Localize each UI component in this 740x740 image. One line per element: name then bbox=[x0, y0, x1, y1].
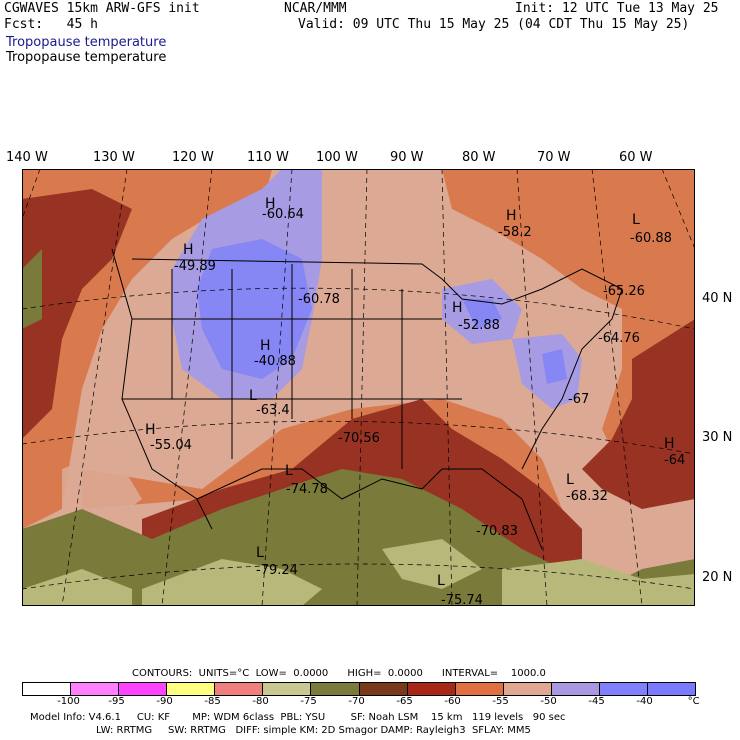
field-brownred-east bbox=[582, 319, 695, 509]
political-boundaries bbox=[111, 248, 623, 550]
legend-tick-label: -80 bbox=[252, 696, 269, 707]
longitude-label: 130 W bbox=[93, 150, 135, 165]
legend-tick-label: -85 bbox=[204, 696, 221, 707]
extremum-value: -74.78 bbox=[286, 482, 328, 497]
graticule bbox=[22, 169, 695, 606]
high-marker: H bbox=[452, 300, 463, 316]
latitude-label: 30 N bbox=[702, 430, 733, 445]
low-marker: L bbox=[437, 573, 445, 589]
longitude-label: 110 W bbox=[247, 150, 289, 165]
legend-swatch bbox=[215, 683, 264, 695]
legend-tick-label: -50 bbox=[540, 696, 557, 707]
extremum-value: -52.88 bbox=[458, 318, 500, 333]
high-marker: H bbox=[183, 242, 194, 258]
org-label: NCAR/MMM bbox=[284, 1, 347, 16]
forecast-hour: Fcst: 45 h bbox=[4, 17, 98, 32]
legend-swatch bbox=[167, 683, 216, 695]
legend-tick-label: °C bbox=[687, 696, 700, 707]
color-legend-bar bbox=[22, 682, 696, 696]
field-khaki-3 bbox=[502, 559, 695, 606]
legend-swatch bbox=[359, 683, 408, 695]
low-marker: L bbox=[632, 212, 640, 228]
legend-swatch bbox=[551, 683, 600, 695]
field-khaki-1 bbox=[142, 559, 322, 606]
extremum-value: -70.83 bbox=[476, 524, 518, 539]
high-marker: H bbox=[506, 208, 517, 224]
model-info-line: Model Info: V4.6.1 CU: KF MP: WDM 6class… bbox=[30, 712, 566, 723]
high-marker: H bbox=[145, 422, 156, 438]
model-title: CGWAVES 15km ARW-GFS init bbox=[4, 1, 200, 16]
extremum-value: -60.78 bbox=[298, 292, 340, 307]
extremum-value: -75.74 bbox=[441, 593, 483, 608]
legend-swatch bbox=[119, 683, 168, 695]
field-olive-west bbox=[22, 249, 42, 329]
init-time: Init: 12 UTC Tue 13 May 25 bbox=[515, 1, 719, 16]
extremum-value: -55.04 bbox=[150, 438, 192, 453]
field-orange-northeast bbox=[442, 169, 695, 469]
longitude-label: 100 W bbox=[316, 150, 358, 165]
extremum-value: -60.64 bbox=[262, 207, 304, 222]
extremum-value: -64 bbox=[664, 453, 686, 468]
extremum-value: -67 bbox=[568, 392, 590, 407]
legend-tick-label: -60 bbox=[444, 696, 461, 707]
low-marker: L bbox=[566, 472, 574, 488]
longitude-label: 120 W bbox=[172, 150, 214, 165]
legend-tick-label: -65 bbox=[396, 696, 413, 707]
legend-tick-label: -40 bbox=[636, 696, 653, 707]
extremum-value: -60.88 bbox=[630, 231, 672, 246]
contours-info: CONTOURS: UNITS=°C LOW= 0.0000 HIGH= 0.0… bbox=[132, 668, 546, 679]
legend-tick-label: -95 bbox=[108, 696, 125, 707]
high-marker: H bbox=[260, 338, 271, 354]
model-physics-line: LW: RRTMG SW: RRTMG DIFF: simple KM: 2D … bbox=[96, 725, 531, 736]
field-title: Tropopause temperature bbox=[6, 50, 167, 65]
legend-tick-label: -55 bbox=[492, 696, 509, 707]
legend-swatch bbox=[503, 683, 552, 695]
legend-tick-label: -75 bbox=[300, 696, 317, 707]
extremum-value: -68.32 bbox=[566, 489, 608, 504]
low-marker: L bbox=[256, 545, 264, 561]
legend-swatch bbox=[23, 683, 72, 695]
extremum-value: -58.2 bbox=[498, 225, 532, 240]
valid-time: Valid: 09 UTC Thu 15 May 25 (04 CDT Thu … bbox=[298, 17, 690, 32]
extremum-value: -63.4 bbox=[256, 403, 290, 418]
extremum-value: -40.88 bbox=[254, 354, 296, 369]
legend-tick-label: -70 bbox=[348, 696, 365, 707]
low-marker: L bbox=[285, 463, 293, 479]
field-brownred-gulf bbox=[142, 399, 582, 589]
legend-swatch bbox=[455, 683, 504, 695]
legend-swatch bbox=[311, 683, 360, 695]
legend-tick-label: -90 bbox=[156, 696, 173, 707]
high-marker: H bbox=[664, 436, 675, 452]
latitude-label: 40 N bbox=[702, 291, 733, 306]
longitude-label: 80 W bbox=[462, 150, 496, 165]
legend-swatch bbox=[407, 683, 456, 695]
longitude-label: 60 W bbox=[619, 150, 653, 165]
legend-swatch bbox=[599, 683, 649, 695]
field-periwinkle-2 bbox=[462, 299, 502, 329]
legend-tick-label: -100 bbox=[57, 696, 80, 707]
field-title-colored: Tropopause temperature bbox=[6, 35, 167, 50]
field-brownred-west bbox=[22, 189, 132, 439]
low-marker: L bbox=[249, 388, 257, 404]
extremum-value: -79.24 bbox=[256, 563, 298, 578]
legend-swatch bbox=[648, 683, 696, 695]
longitude-label: 90 W bbox=[390, 150, 424, 165]
tropopause-temperature-map bbox=[22, 169, 695, 606]
longitude-label: 70 W bbox=[537, 150, 571, 165]
high-marker: H bbox=[265, 196, 276, 212]
longitude-label: 140 W bbox=[6, 150, 48, 165]
latitude-label: 20 N bbox=[702, 570, 733, 585]
extremum-value: -64.76 bbox=[598, 331, 640, 346]
field-khaki-2 bbox=[382, 539, 482, 589]
field-periwinkle-3 bbox=[542, 349, 567, 384]
field-periwinkle-core bbox=[197, 239, 312, 379]
extremum-value: -65.26 bbox=[603, 284, 645, 299]
extremum-value: -49.89 bbox=[174, 259, 216, 274]
extremum-value: -70.56 bbox=[338, 431, 380, 446]
legend-swatch bbox=[71, 683, 120, 695]
legend-swatch bbox=[263, 683, 312, 695]
legend-tick-label: -45 bbox=[588, 696, 605, 707]
